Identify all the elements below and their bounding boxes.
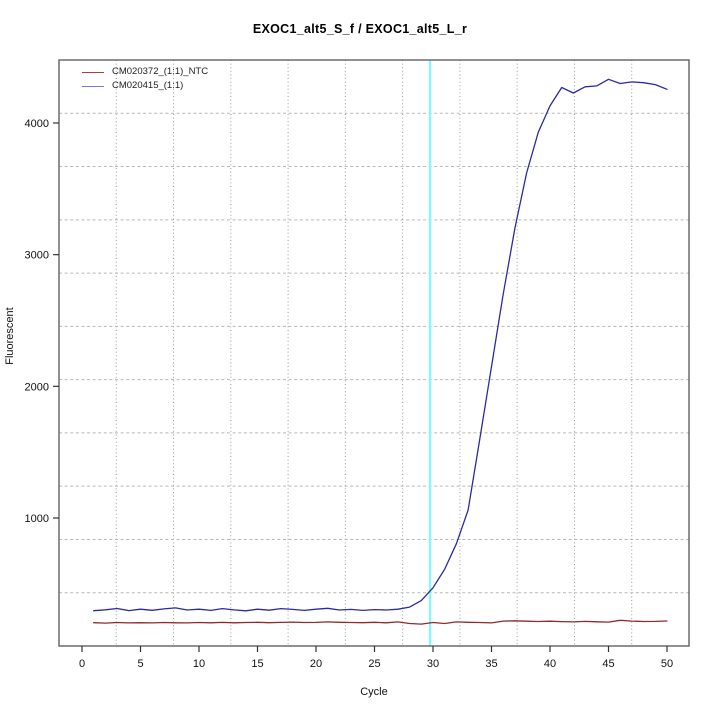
x-axis-title: Cycle bbox=[360, 686, 388, 698]
x-tick-label: 50 bbox=[661, 658, 673, 670]
legend-label-sample: CM020415_(1:1) bbox=[112, 80, 184, 91]
x-tick-label: 15 bbox=[251, 658, 263, 670]
x-tick-label: 0 bbox=[79, 658, 85, 670]
plot-border bbox=[58, 59, 690, 647]
sample-line-swatch bbox=[82, 85, 104, 87]
x-tick-label: 40 bbox=[544, 658, 556, 670]
y-tick-label: 3000 bbox=[25, 250, 49, 262]
ntc-series-path bbox=[93, 619, 668, 625]
y-tick-label: 1000 bbox=[25, 513, 49, 525]
x-tick-label: 20 bbox=[310, 658, 322, 670]
legend: CM020372_(1:1)_NTC CM020415_(1:1) bbox=[82, 65, 208, 93]
legend-label-ntc: CM020372_(1:1)_NTC bbox=[112, 66, 209, 77]
legend-item-ntc: CM020372_(1:1)_NTC bbox=[82, 65, 208, 79]
x-tick-label: 45 bbox=[602, 658, 614, 670]
x-tick-label: 35 bbox=[485, 658, 497, 670]
x-tick-label: 30 bbox=[427, 658, 439, 670]
chart-title: EXOC1_alt5_S_f / EXOC1_alt5_L_r bbox=[252, 22, 468, 36]
x-tick-label: 5 bbox=[137, 658, 143, 670]
y-tick-label: 4000 bbox=[25, 118, 49, 130]
x-tick-label: 25 bbox=[368, 658, 380, 670]
ntc-line-swatch bbox=[82, 71, 104, 73]
x-tick-label: 10 bbox=[193, 658, 205, 670]
sample-series-path bbox=[93, 78, 668, 612]
legend-item-sample: CM020415_(1:1) bbox=[82, 79, 208, 93]
y-tick-label: 2000 bbox=[25, 381, 49, 393]
